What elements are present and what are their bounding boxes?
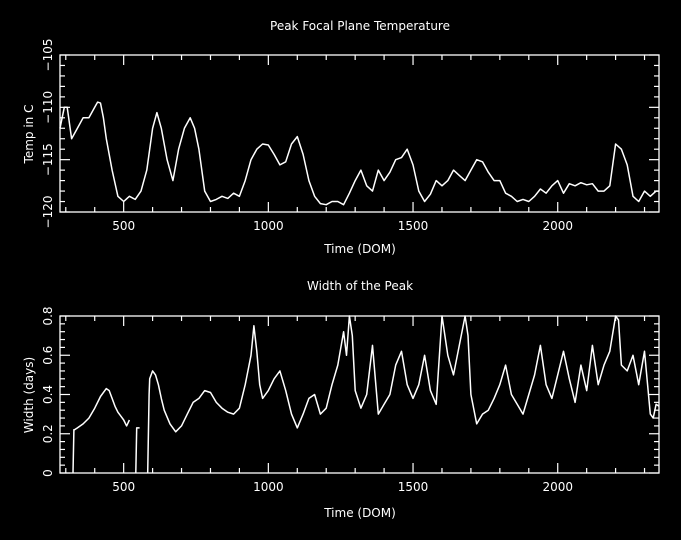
width-y-tick-label: 0.2 bbox=[41, 424, 55, 443]
width-x-tick-label: 1500 bbox=[398, 480, 429, 494]
width-series-segment bbox=[72, 387, 131, 474]
temperature-x-tick-label: 2000 bbox=[542, 219, 573, 233]
temperature-x-tick-label: 500 bbox=[112, 219, 135, 233]
temperature-ticks: 500 1000 1500 2000 −120 −115 −110 −105 bbox=[41, 39, 659, 233]
width-y-tick-label: 0.8 bbox=[41, 306, 55, 325]
temperature-x-axis-label: Time (DOM) bbox=[323, 242, 396, 256]
width-y-tick-label: 0 bbox=[41, 469, 55, 477]
width-series-segment bbox=[135, 427, 140, 474]
width-x-tick-label: 1000 bbox=[253, 480, 284, 494]
temperature-y-tick-label: −110 bbox=[41, 91, 55, 124]
temperature-y-tick-label: −115 bbox=[41, 143, 55, 176]
temperature-y-tick-label: −105 bbox=[41, 39, 55, 72]
temperature-y-axis-label: Temp in C bbox=[22, 105, 36, 165]
width-series-segment bbox=[146, 315, 660, 474]
width-title: Width of the Peak bbox=[307, 279, 413, 293]
temperature-y-tick-label: −120 bbox=[41, 196, 55, 229]
width-y-tick-label: 0.4 bbox=[41, 385, 55, 404]
width-x-axis-label: Time (DOM) bbox=[323, 506, 396, 520]
width-x-tick-label: 2000 bbox=[542, 480, 573, 494]
width-y-tick-label: 0.6 bbox=[41, 346, 55, 365]
temperature-series-line bbox=[59, 101, 659, 206]
temperature-plot-frame bbox=[59, 54, 660, 213]
width-x-tick-label: 500 bbox=[112, 480, 135, 494]
temperature-panel: Peak Focal Plane Temperature 500 1000 1500… bbox=[22, 19, 660, 256]
temperature-x-tick-label: 1000 bbox=[253, 219, 284, 233]
width-ticks: 500 1000 1500 2000 0 0.2 0.4 0.6 0.8 bbox=[41, 306, 659, 494]
width-panel: Width of the Peak 500 1000 1500 2000 0 0.2 0.4… bbox=[22, 279, 660, 520]
temperature-title: Peak Focal Plane Temperature bbox=[270, 19, 450, 33]
width-y-axis-label: Width (days) bbox=[22, 357, 36, 433]
temperature-x-tick-label: 1500 bbox=[398, 219, 429, 233]
width-series bbox=[72, 315, 660, 474]
